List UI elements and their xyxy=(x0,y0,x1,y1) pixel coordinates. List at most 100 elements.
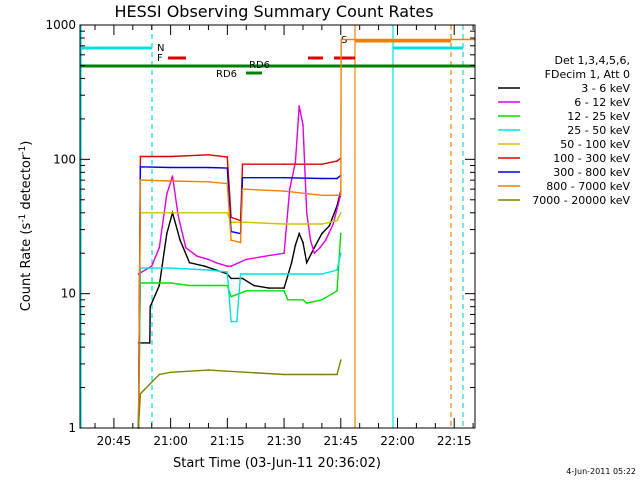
series-1-point-16 xyxy=(283,287,285,289)
series-8-point-8 xyxy=(241,188,244,190)
series-6-point-11 xyxy=(336,160,338,162)
series-9-point-8 xyxy=(321,373,323,376)
series-2-point-22 xyxy=(313,252,316,254)
legend-title-line-2: FDecim 1, Att 0 xyxy=(545,68,630,81)
series-8 xyxy=(137,38,476,429)
series-8-point-11 xyxy=(336,194,338,197)
series-2-point-10 xyxy=(215,261,217,264)
series-1-point-14 xyxy=(253,284,255,287)
series-1-point-15 xyxy=(268,287,270,289)
series-6-point-3 xyxy=(169,155,172,158)
timestamp: 4-Jun-2011 05:22 xyxy=(566,467,636,476)
x-tick-label: 21:45 xyxy=(323,434,358,448)
series-line-2 xyxy=(138,105,342,275)
legend-item-7: 300 - 800 keV xyxy=(553,166,630,179)
series-3-point-11 xyxy=(283,290,285,292)
series-8-point-3 xyxy=(169,180,172,182)
x-tick-label: 21:30 xyxy=(267,434,302,448)
series-9-point-6 xyxy=(245,371,248,374)
series-2-point-11 xyxy=(226,265,229,268)
series-2-point-19 xyxy=(302,124,304,126)
series-4-point-12 xyxy=(336,269,338,271)
series-3-point-15 xyxy=(321,299,323,301)
series-8-point-5 xyxy=(226,182,229,185)
legend-item-1: 3 - 6 keV xyxy=(581,82,630,95)
x-tick-label: 22:15 xyxy=(437,434,472,448)
series-7-point-10 xyxy=(321,177,323,180)
series-5-point-11 xyxy=(340,212,342,214)
series-2-point-14 xyxy=(264,255,267,257)
series-7-point-8 xyxy=(241,176,244,179)
legend-item-2: 6 - 12 keV xyxy=(574,96,630,109)
series-7-point-11 xyxy=(336,177,338,180)
y-axis-label: Count Rate (s-1 detector-1) xyxy=(18,141,34,312)
series-6-point-5 xyxy=(226,156,229,158)
annotation-rd6-4: RD6 xyxy=(249,60,270,71)
series-1-point-12 xyxy=(230,277,232,280)
series-7-point-3 xyxy=(169,166,172,169)
series-3-point-5 xyxy=(188,284,191,287)
series-7-point-2 xyxy=(139,166,142,168)
series-3-point-3 xyxy=(150,282,153,284)
x-tick-label: 22:00 xyxy=(380,434,415,448)
series-2-point-3 xyxy=(158,246,161,249)
series-1-point-8 xyxy=(188,261,191,264)
series-2-point-7 xyxy=(185,246,187,249)
chart-title: HESSI Observing Summary Count Rates xyxy=(114,2,433,21)
series-2-point-21 xyxy=(309,239,312,241)
series-3-point-17 xyxy=(340,232,342,235)
series-1-point-24 xyxy=(328,225,331,227)
series-2-point-17 xyxy=(294,161,297,164)
series-7-point-5 xyxy=(226,167,229,169)
series-5-point-4 xyxy=(207,212,210,214)
series-5-point-7 xyxy=(245,221,248,224)
annotation-rd6-5: RD6 xyxy=(216,69,237,80)
series-8-point-7 xyxy=(239,241,242,244)
series-6-point-4 xyxy=(207,154,210,156)
legend-item-8: 800 - 7000 keV xyxy=(546,180,630,193)
series-6-point-9 xyxy=(283,163,285,165)
series-3-point-14 xyxy=(305,302,308,304)
series-1-point-13 xyxy=(241,277,244,280)
series-2-point-18 xyxy=(298,105,301,107)
series-4-point-8 xyxy=(239,273,242,275)
series-6-point-2 xyxy=(139,155,142,158)
series-1-point-22 xyxy=(313,246,316,249)
series-2-point-2 xyxy=(150,265,153,268)
series-2-point-9 xyxy=(207,258,210,261)
series-9-point-5 xyxy=(207,369,210,371)
series-8-point-13 xyxy=(340,38,343,41)
series-3-point-13 xyxy=(302,299,304,301)
series-2-point-16 xyxy=(288,188,291,190)
series-8-point-6 xyxy=(230,239,232,241)
series-2-point-13 xyxy=(245,258,248,261)
legend-item-4: 25 - 50 keV xyxy=(567,124,630,137)
series-2-point-20 xyxy=(305,212,308,214)
series-5-point-9 xyxy=(321,223,323,225)
annotation-f-2: F xyxy=(157,53,163,64)
series-1-point-4 xyxy=(158,284,161,287)
series-1-point-19 xyxy=(298,232,301,235)
series-1-point-18 xyxy=(294,244,297,246)
series-1-point-9 xyxy=(203,265,206,268)
axis-ticks: 1 10 100 1000 20:45 21:00 21:15 21:30 21:45 22:00… xyxy=(45,18,475,448)
series-1-point-2 xyxy=(149,342,151,344)
series-2-point-23 xyxy=(319,246,321,249)
legend-title-line-1: Det 1,3,4,5,6, xyxy=(554,54,630,67)
x-axis-label: Start Time (03-Jun-11 20:36:02) xyxy=(173,456,381,471)
series-1-point-3 xyxy=(149,305,151,308)
series-9-point-4 xyxy=(169,371,172,374)
series-2-point-24 xyxy=(324,239,327,241)
x-tick-label: 21:15 xyxy=(210,434,245,448)
series-5-point-5 xyxy=(226,212,229,214)
series-2-point-6 xyxy=(177,215,179,217)
series-7-point-9 xyxy=(283,176,285,179)
series-5-point-10 xyxy=(336,219,338,222)
series-4-point-6 xyxy=(230,320,232,323)
series-line-6 xyxy=(137,154,342,429)
series-2-point-12 xyxy=(230,265,232,268)
series-8-point-2 xyxy=(139,179,142,181)
series-4-point-3 xyxy=(169,267,172,269)
